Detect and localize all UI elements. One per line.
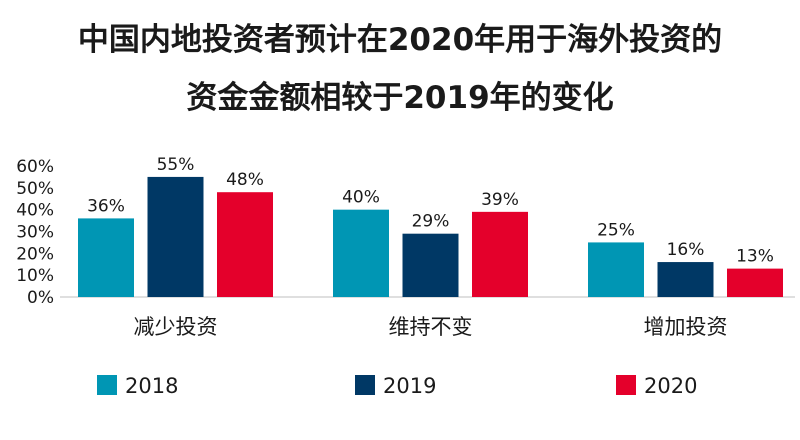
bar-2020-2 <box>727 268 783 297</box>
data-label: 25% <box>597 220 635 240</box>
chart-title-line-1: 中国内地投资者预计在2020年用于海外投资的 <box>77 22 723 58</box>
bar-2018-0 <box>78 218 134 297</box>
data-label: 29% <box>412 212 450 232</box>
y-tick-label: 30% <box>16 223 54 243</box>
x-category-label: 减少投资 <box>134 315 218 339</box>
data-label: 36% <box>87 196 125 216</box>
legend-label: 2019 <box>383 374 436 398</box>
y-tick-label: 60% <box>16 157 54 177</box>
y-tick-label: 0% <box>27 288 54 308</box>
y-tick-label: 20% <box>16 244 54 264</box>
data-label: 13% <box>736 247 774 267</box>
x-category-label: 维持不变 <box>389 315 473 339</box>
chart-title-line-2: 资金金额相较于2019年的变化 <box>186 80 614 116</box>
legend-label: 2018 <box>125 374 178 398</box>
data-label: 40% <box>342 188 380 208</box>
bar-2018-1 <box>333 209 389 297</box>
legend-swatch-2019 <box>355 375 375 395</box>
bar-2019-0 <box>147 176 204 297</box>
y-tick-label: 50% <box>16 179 54 199</box>
bar-2018-2 <box>588 242 644 297</box>
y-tick-label: 10% <box>16 266 54 286</box>
legend-swatch-2020 <box>616 375 636 395</box>
bar-2019-2 <box>657 262 714 297</box>
legend-label: 2020 <box>644 374 697 398</box>
data-label: 39% <box>481 190 519 210</box>
bar-2020-1 <box>472 211 528 297</box>
y-tick-label: 40% <box>16 201 54 221</box>
data-label: 48% <box>226 170 264 190</box>
legend-swatch-2018 <box>97 375 117 395</box>
bar-2020-0 <box>217 192 273 297</box>
x-category-label: 增加投资 <box>644 315 728 339</box>
bar-2019-1 <box>402 233 459 297</box>
data-label: 16% <box>667 240 705 260</box>
data-label: 55% <box>157 155 195 175</box>
